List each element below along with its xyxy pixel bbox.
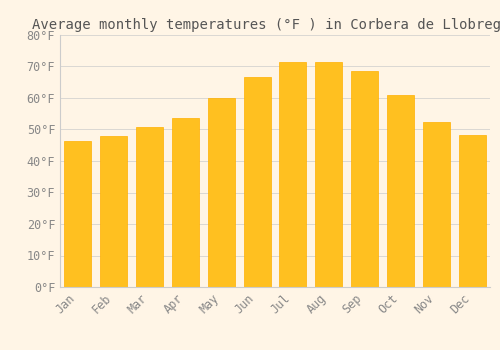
Bar <box>100 136 127 287</box>
Title: Average monthly temperatures (°F ) in Corbera de Llobregat: Average monthly temperatures (°F ) in Co… <box>32 19 500 33</box>
Bar <box>136 127 163 287</box>
Bar <box>458 135 485 287</box>
Bar <box>423 121 450 287</box>
Bar <box>316 62 342 287</box>
Bar <box>208 98 234 287</box>
Bar <box>172 118 199 287</box>
Bar <box>280 62 306 287</box>
Bar <box>244 77 270 287</box>
Bar <box>387 96 414 287</box>
Bar <box>64 140 92 287</box>
Bar <box>351 71 378 287</box>
